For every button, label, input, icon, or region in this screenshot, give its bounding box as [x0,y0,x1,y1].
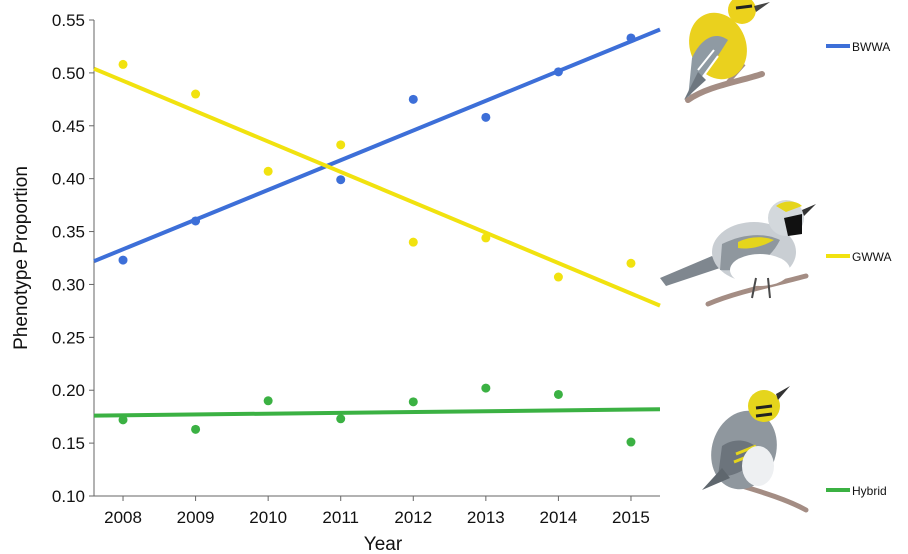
hybrid-bird-icon [702,386,809,513]
point-hybrid-2011 [336,414,346,424]
point-gwwa-2008 [118,59,128,69]
y-tick-label: 0.35 [52,223,85,242]
y-tick-label: 0.55 [52,11,85,30]
point-gwwa-2014 [553,272,563,282]
plot-area: 0.10 0.15 0.20 0.25 0.30 0.35 0.40 0.45 0.50 0.55… [52,11,661,527]
point-gwwa-2011 [336,140,346,150]
trend-lines [93,27,661,418]
point-hybrid-2009 [191,424,201,434]
x-ticks: 2008 2009 2010 2011 2012 2013 2014 2015 [104,496,650,527]
x-tick-label: 2009 [177,508,215,527]
y-tick-label: 0.10 [52,487,85,506]
trend-line-hybrid [93,407,661,418]
x-tick-label: 2013 [467,508,505,527]
yellow-bird-icon [684,0,770,103]
point-hybrid-2015 [626,437,636,447]
point-hybrid-2014 [553,389,563,399]
point-gwwa-2013 [481,233,491,243]
point-bwwa-2008 [118,255,128,265]
x-tick-label: 2015 [612,508,650,527]
trend-line-gwwa [93,66,661,308]
y-tick-label: 0.20 [52,381,85,400]
y-axis-title: Phenotype Proportion [11,166,32,350]
y-ticks: 0.10 0.15 0.20 0.25 0.30 0.35 0.40 0.45 0.50 0.55 [52,11,94,506]
point-hybrid-2010 [263,396,273,406]
y-tick-label: 0.50 [52,64,85,83]
point-bwwa-2015 [626,33,636,43]
gray-bird-icon [660,200,816,307]
legend-label-hybrid: Hybrid [852,484,887,498]
point-bwwa-2011 [336,175,346,185]
x-tick-label: 2011 [322,508,359,527]
y-tick-label: 0.15 [52,434,85,453]
legend-label-gwwa: GWWA [852,250,892,264]
data-points [118,33,636,447]
point-bwwa-2013 [481,112,491,122]
y-tick-label: 0.25 [52,328,85,347]
x-tick-label: 2008 [104,508,142,527]
x-tick-label: 2014 [539,508,577,527]
legend-label-bwwa: BWWA [852,40,890,54]
point-gwwa-2010 [263,166,273,176]
point-gwwa-2009 [191,89,201,99]
legend: BWWA GWWA Hybrid [826,40,892,498]
y-tick-label: 0.45 [52,117,85,136]
y-tick-label: 0.30 [52,275,85,294]
point-gwwa-2012 [408,237,418,247]
y-tick-label: 0.40 [52,170,85,189]
x-tick-label: 2012 [394,508,432,527]
trend-line-bwwa [93,27,661,264]
point-bwwa-2014 [553,67,563,77]
point-bwwa-2012 [408,94,418,104]
point-gwwa-2015 [626,258,636,268]
x-axis-title: Year [364,534,403,554]
point-hybrid-2012 [408,397,418,407]
point-bwwa-2009 [191,216,201,226]
x-tick-label: 2010 [249,508,287,527]
point-hybrid-2013 [481,383,491,393]
point-hybrid-2008 [118,415,128,425]
